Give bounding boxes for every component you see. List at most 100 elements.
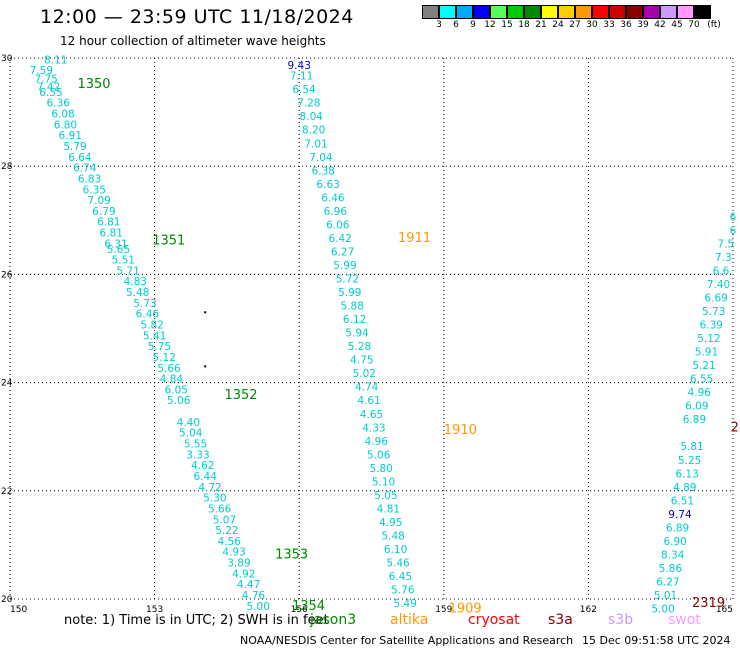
wave-height-point: 6.12 — [343, 314, 366, 326]
legend-label: 39 — [637, 20, 649, 30]
wave-height-point: 5.05 — [374, 490, 397, 502]
wave-height-point: 4.93 — [222, 547, 245, 559]
y-tick-label: 26 — [1, 270, 13, 280]
legend-label: 27 — [569, 20, 581, 30]
wave-height-point: 6.51 — [671, 495, 694, 507]
wave-height-point: 5.72 — [336, 274, 359, 286]
wave-height-point: 7.59 — [30, 65, 53, 77]
wave-height-point: 8.11 — [44, 54, 67, 66]
wave-height-point: 5.25 — [678, 455, 701, 467]
wave-height-point: 6.39 — [700, 320, 723, 332]
pass-number-label: 1354 — [292, 599, 325, 614]
wave-height-point: 4.84 — [160, 374, 184, 386]
wave-height-point: 5.06 — [367, 449, 391, 461]
legend-swatch — [456, 5, 473, 19]
wave-height-point: 7.3 — [715, 252, 732, 264]
wave-height-point: 7.40 — [707, 279, 730, 291]
wave-height-point: 6.42 — [328, 233, 351, 245]
wave-height-point: 6.35 — [83, 184, 106, 196]
wave-height-point: 4.65 — [360, 409, 383, 421]
wave-height-point: 7.01 — [304, 138, 327, 150]
x-tick-label: 150 — [10, 605, 27, 615]
wave-height-point: 7.04 — [309, 152, 333, 164]
wave-height-point: 9.74 — [668, 509, 692, 521]
legend-swatch — [694, 5, 711, 19]
wave-height-point: 6.81 — [100, 228, 123, 240]
legend-swatch — [507, 5, 524, 19]
pass-number-label: 2319 — [692, 596, 725, 611]
wave-height-point: 5.65 — [107, 244, 130, 256]
track-marker — [204, 365, 207, 368]
satellite-s3a: s3a — [548, 612, 573, 628]
wave-height-point: 6.63 — [316, 179, 339, 191]
credit-line: NOAA/NESDIS Center for Satellite Applica… — [240, 634, 574, 647]
legend-label: 21 — [535, 20, 547, 30]
wave-height-point: 5.22 — [215, 525, 238, 537]
wave-height-point: 7.5 — [717, 238, 734, 250]
wave-height-point: 6.91 — [59, 130, 82, 142]
wave-height-point: 5.41 — [143, 330, 166, 342]
wave-height-point: 4.40 — [177, 417, 200, 429]
wave-height-point: 4.61 — [357, 395, 380, 407]
wave-height-point: 4.74 — [355, 382, 379, 394]
wave-height-point: 6.89 — [683, 414, 706, 426]
wave-height-point: 4.47 — [237, 579, 260, 591]
legend-swatch — [558, 5, 575, 19]
wave-height-point: 5.00 — [651, 604, 674, 616]
legend-swatch — [439, 5, 456, 19]
satellite-swot: swot — [668, 612, 701, 628]
wave-height-point: 5.88 — [341, 301, 364, 313]
legend-label: 9 — [470, 20, 476, 30]
pass-number-label: 1910 — [444, 423, 477, 438]
y-tick-label: 20 — [1, 595, 13, 605]
wave-height-point: 6.74 — [73, 163, 97, 175]
wave-height-point: 5.12 — [697, 333, 720, 345]
pass-number-label: 23 — [731, 420, 740, 435]
wave-height-point: 6.80 — [54, 119, 77, 131]
wave-height-point: 4.62 — [191, 460, 214, 472]
wave-height-point: 4.76 — [242, 590, 266, 602]
wave-height-point: 5.21 — [692, 360, 715, 372]
wave-height-point: 6.81 — [97, 217, 120, 229]
wave-height-point: 5.12 — [153, 352, 176, 364]
wave-height-point: 5.46 — [386, 558, 410, 570]
wave-height-point: 5.66 — [157, 363, 181, 375]
legend-label: 42 — [654, 20, 666, 30]
y-tick-label: 24 — [1, 379, 13, 389]
pass-number-label: 1353 — [275, 547, 308, 562]
wave-height-point: 5.07 — [213, 514, 236, 526]
x-tick-label: 159 — [435, 605, 452, 615]
wave-height-point: 7.75 — [34, 73, 57, 85]
wave-height-point: 5.99 — [333, 260, 356, 272]
wave-height-point: 5.00 — [247, 601, 270, 613]
wave-height-point: 4.89 — [673, 482, 696, 494]
legend-swatch — [626, 5, 643, 19]
legend-label: 24 — [552, 20, 564, 30]
legend-swatch — [609, 5, 626, 19]
legend-swatch — [524, 5, 541, 19]
wave-height-point: 4.92 — [232, 568, 255, 580]
wave-height-point: 4.56 — [218, 536, 242, 548]
wave-height-point: 3.89 — [227, 558, 250, 570]
wave-height-point: 6.83 — [78, 173, 101, 185]
legend-label: 30 — [586, 20, 598, 30]
legend-label: 15 — [501, 20, 513, 30]
wave-height-point: 6.79 — [92, 206, 115, 218]
legend-label: 36 — [620, 20, 632, 30]
legend-label: 18 — [518, 20, 530, 30]
wave-height-point: 4.95 — [379, 517, 402, 529]
wave-height-point: 6.90 — [663, 536, 686, 548]
satellite-altika: altika — [390, 612, 429, 628]
wave-height-point: 5.49 — [394, 598, 417, 610]
satellite-jason3: jason3 — [310, 612, 357, 628]
legend-label: 33 — [603, 20, 615, 30]
legend-unit: (ft) — [707, 20, 721, 30]
wave-height-point: 6.64 — [68, 152, 92, 164]
wave-height-point: 4.83 — [124, 276, 147, 288]
wave-height-point: 6.55 — [690, 374, 713, 386]
wave-height-point: 6.69 — [704, 292, 727, 304]
pass-number-label: 1351 — [152, 234, 185, 249]
wave-height-point: 6.45 — [389, 571, 412, 583]
wave-height-point: 7.11 — [290, 71, 313, 83]
wave-height-point: 8.20 — [302, 125, 325, 137]
